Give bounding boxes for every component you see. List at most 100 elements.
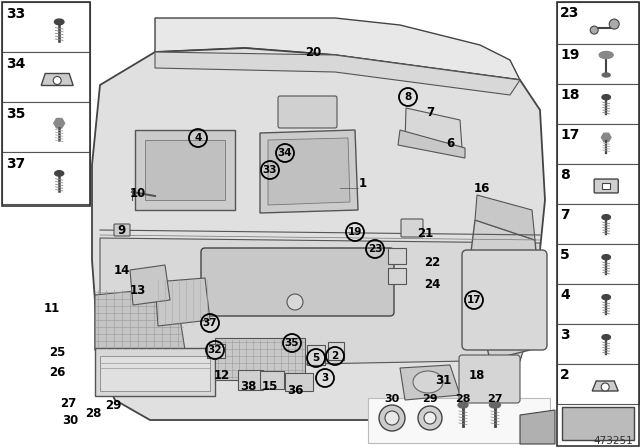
Bar xyxy=(557,2,639,44)
Bar xyxy=(557,164,639,204)
Text: 33: 33 xyxy=(6,7,25,21)
Bar xyxy=(2,152,90,204)
Polygon shape xyxy=(100,238,540,368)
Text: 25: 25 xyxy=(49,345,65,358)
Text: 10: 10 xyxy=(130,186,146,199)
Polygon shape xyxy=(41,73,73,86)
Text: 37: 37 xyxy=(203,318,218,328)
Polygon shape xyxy=(92,48,545,420)
Text: 18: 18 xyxy=(469,369,485,382)
Ellipse shape xyxy=(602,335,611,340)
Polygon shape xyxy=(562,407,634,440)
Text: 23: 23 xyxy=(560,6,579,20)
Text: 27: 27 xyxy=(60,396,76,409)
Bar xyxy=(557,324,639,364)
FancyBboxPatch shape xyxy=(114,224,130,236)
Bar xyxy=(557,364,639,404)
Text: 17: 17 xyxy=(467,295,481,305)
Text: 16: 16 xyxy=(474,181,490,194)
Bar xyxy=(557,204,639,244)
Bar xyxy=(260,371,284,389)
Ellipse shape xyxy=(602,73,610,77)
FancyBboxPatch shape xyxy=(594,179,618,193)
Text: 30: 30 xyxy=(384,394,399,404)
Polygon shape xyxy=(475,195,535,240)
Polygon shape xyxy=(405,108,462,148)
Text: 1: 1 xyxy=(359,177,367,190)
Text: 17: 17 xyxy=(560,128,579,142)
Bar xyxy=(285,373,313,391)
Bar xyxy=(2,102,90,152)
FancyBboxPatch shape xyxy=(401,219,423,237)
Ellipse shape xyxy=(602,215,611,220)
Text: 22: 22 xyxy=(424,255,440,268)
Polygon shape xyxy=(155,18,520,80)
Circle shape xyxy=(385,411,399,425)
Text: 6: 6 xyxy=(446,137,454,150)
Bar xyxy=(557,84,639,124)
Text: 23: 23 xyxy=(368,244,382,254)
Bar xyxy=(602,183,611,190)
Polygon shape xyxy=(398,130,465,158)
Text: 7: 7 xyxy=(426,105,434,119)
Bar xyxy=(100,356,210,391)
Polygon shape xyxy=(95,295,535,360)
Text: 26: 26 xyxy=(49,366,65,379)
Bar xyxy=(557,44,639,84)
Ellipse shape xyxy=(602,254,611,260)
Circle shape xyxy=(379,405,405,431)
FancyBboxPatch shape xyxy=(459,355,520,403)
Text: 9: 9 xyxy=(118,224,126,237)
Bar xyxy=(307,345,325,365)
Polygon shape xyxy=(470,220,540,360)
Bar xyxy=(557,124,639,164)
Bar xyxy=(368,398,550,443)
FancyBboxPatch shape xyxy=(462,250,547,350)
Polygon shape xyxy=(592,381,618,391)
Text: 28: 28 xyxy=(85,406,101,419)
Text: 37: 37 xyxy=(6,157,25,171)
Circle shape xyxy=(609,19,620,29)
Text: 18: 18 xyxy=(560,88,579,102)
Bar xyxy=(388,268,406,284)
Text: 5: 5 xyxy=(560,248,570,262)
Ellipse shape xyxy=(54,171,64,176)
Text: 31: 31 xyxy=(435,374,451,387)
Text: 24: 24 xyxy=(424,277,440,290)
Bar xyxy=(207,344,225,358)
Text: 27: 27 xyxy=(487,394,502,404)
Text: 13: 13 xyxy=(130,284,146,297)
Circle shape xyxy=(53,77,61,85)
Bar xyxy=(95,348,215,396)
Text: 34: 34 xyxy=(278,148,292,158)
Text: 19: 19 xyxy=(560,48,579,62)
Circle shape xyxy=(601,383,609,391)
Circle shape xyxy=(424,412,436,424)
Bar xyxy=(2,2,90,52)
Polygon shape xyxy=(155,52,520,95)
Polygon shape xyxy=(260,130,358,213)
Text: 4: 4 xyxy=(195,133,202,143)
Bar xyxy=(328,342,344,360)
Text: 35: 35 xyxy=(285,338,300,348)
Polygon shape xyxy=(130,265,170,305)
Polygon shape xyxy=(135,130,235,210)
Text: 5: 5 xyxy=(312,353,319,363)
Polygon shape xyxy=(145,140,225,200)
Ellipse shape xyxy=(599,52,613,59)
Text: 14: 14 xyxy=(114,263,130,276)
Text: 3: 3 xyxy=(560,328,570,342)
Ellipse shape xyxy=(602,95,611,100)
Text: 28: 28 xyxy=(455,394,470,404)
Polygon shape xyxy=(268,138,350,205)
Bar xyxy=(2,52,90,102)
Polygon shape xyxy=(155,278,210,326)
Bar xyxy=(2,2,90,206)
Circle shape xyxy=(418,406,442,430)
FancyBboxPatch shape xyxy=(201,248,394,316)
Circle shape xyxy=(590,26,598,34)
Bar xyxy=(557,244,639,284)
Text: 11: 11 xyxy=(44,302,60,314)
Text: 29: 29 xyxy=(105,399,121,412)
Text: 8: 8 xyxy=(560,168,570,182)
